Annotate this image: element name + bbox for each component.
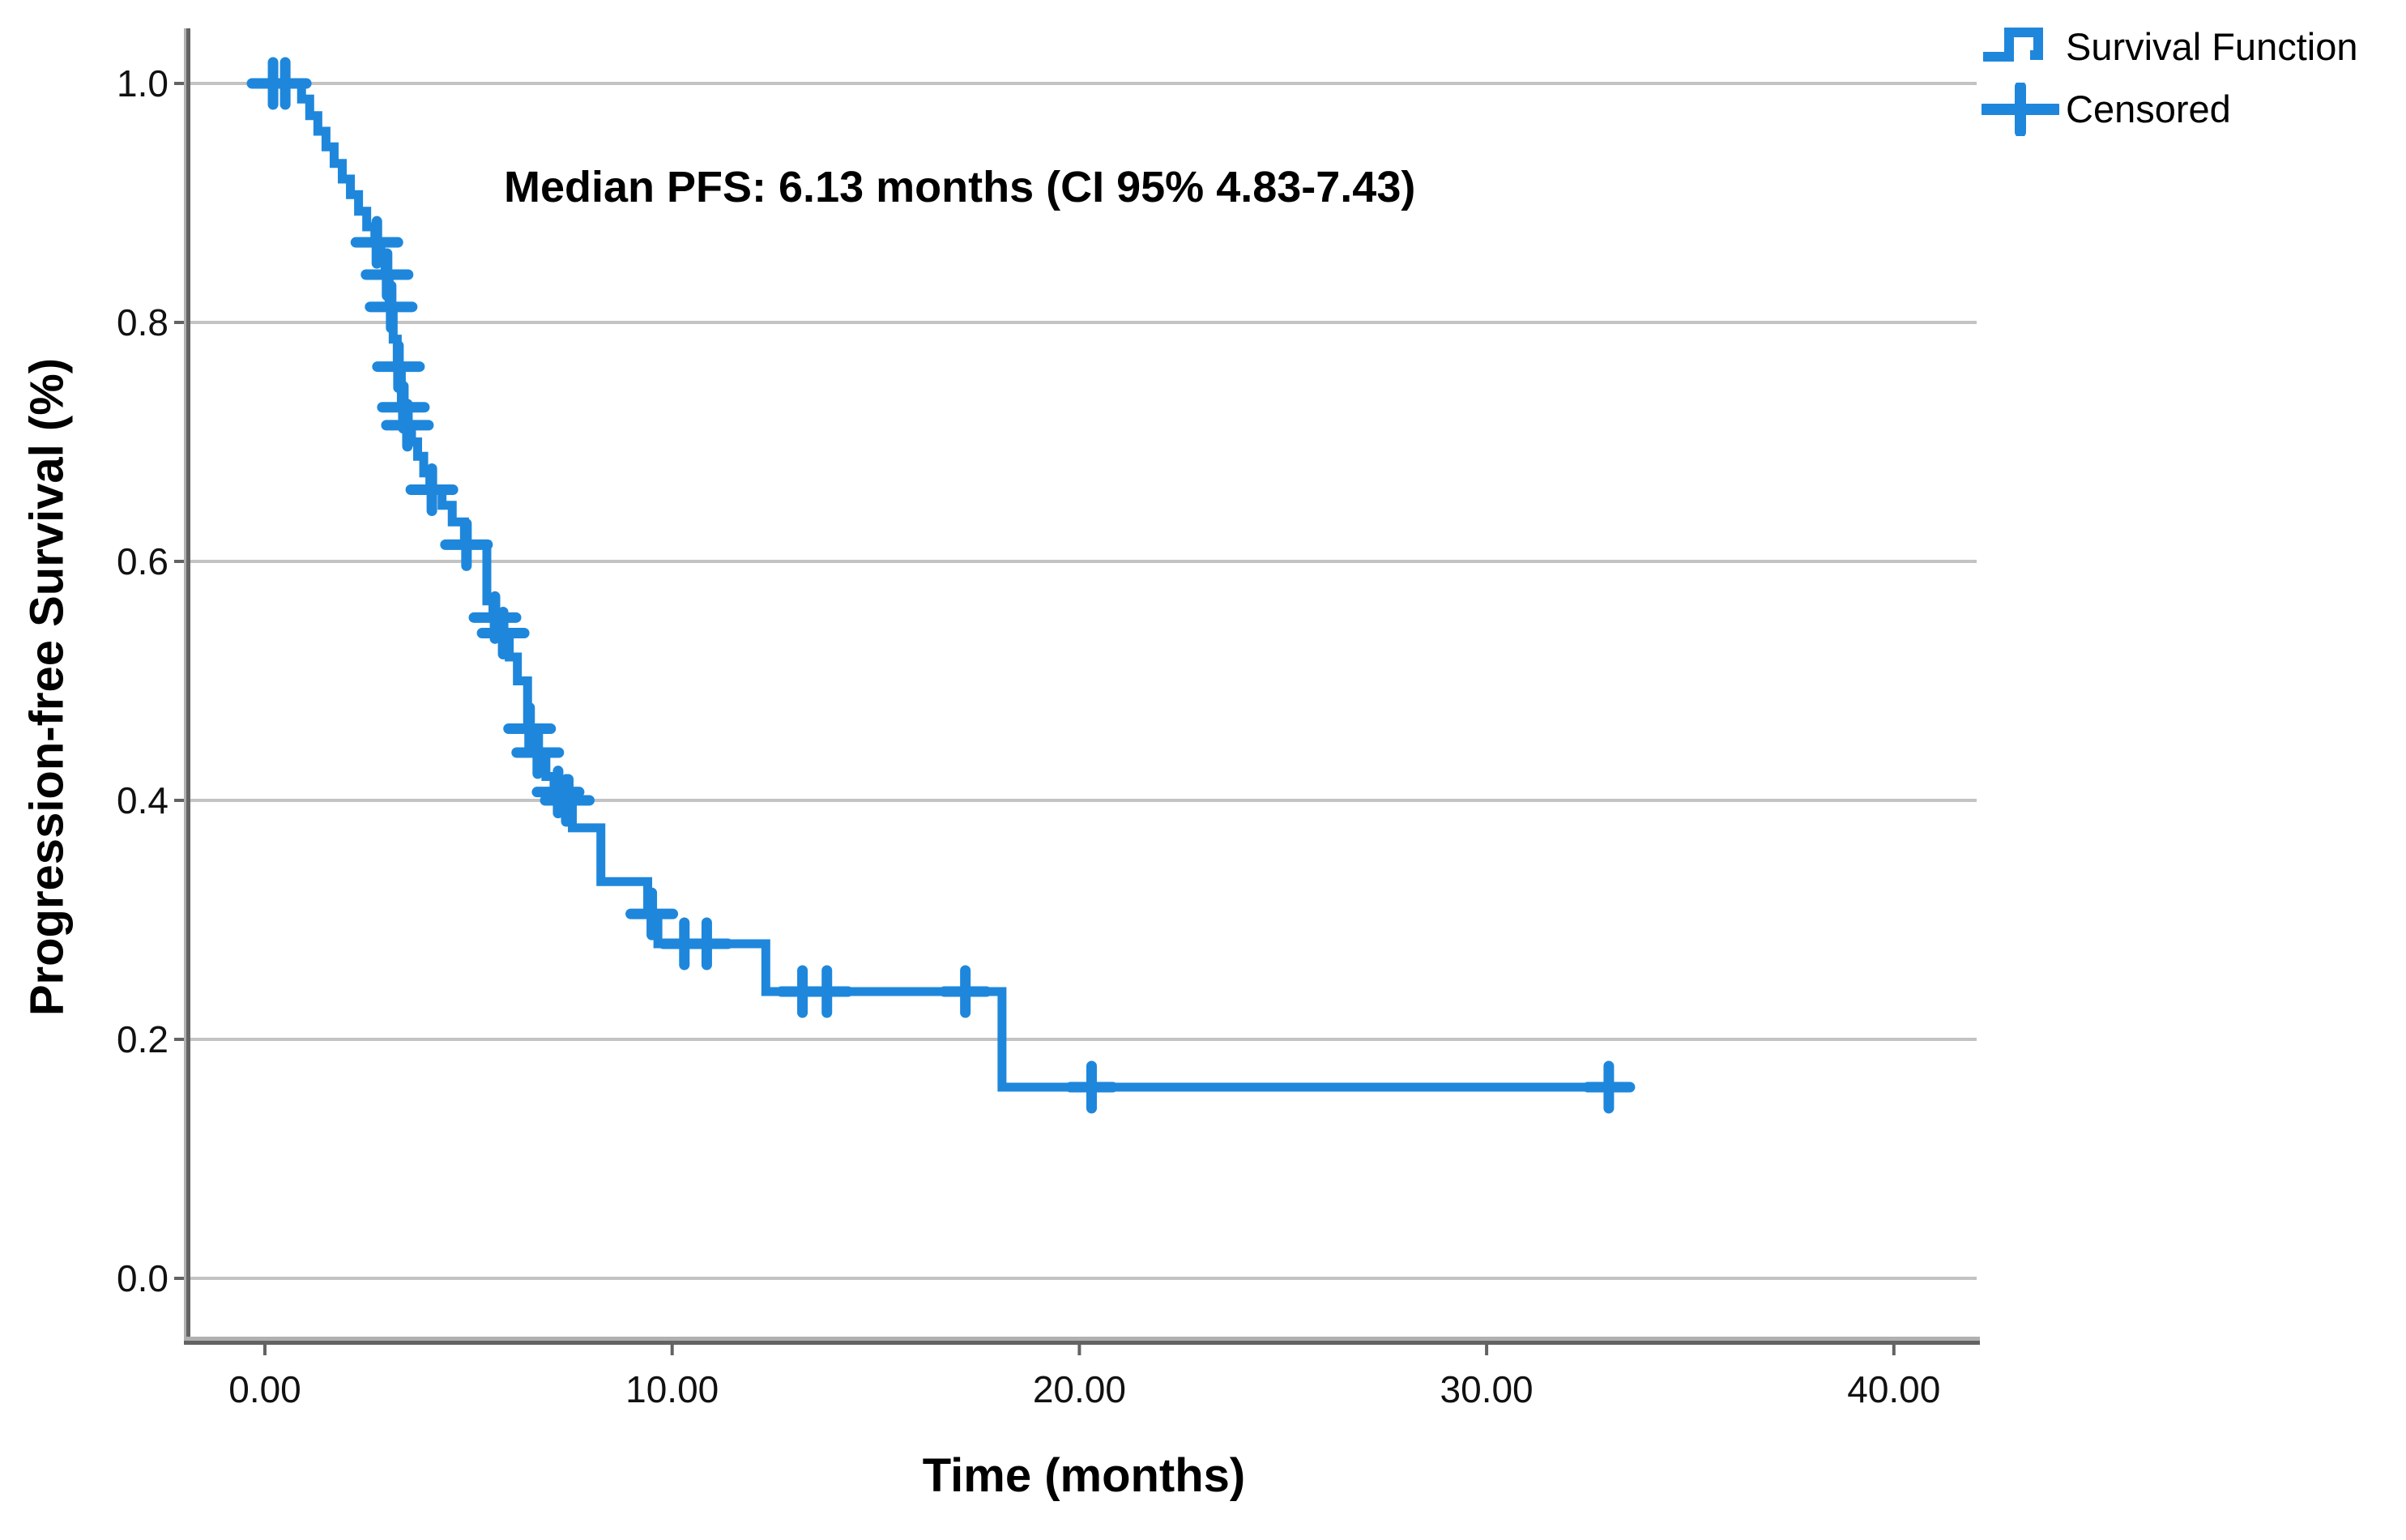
y-axis-title: Progression-free Survival (%) (20, 357, 74, 1017)
legend: Survival Function Censored (1982, 23, 2358, 136)
censor-mark (476, 607, 530, 659)
censor-mark (381, 399, 434, 452)
y-tick-label: 0.8 (117, 301, 169, 343)
legend-item-survival-function: Survival Function (1982, 23, 2358, 71)
censor-mark (503, 702, 557, 755)
y-tick-label: 0.2 (117, 1018, 169, 1060)
censor-mark (365, 280, 418, 334)
censor-mark (440, 518, 493, 571)
censor-mark (939, 965, 992, 1018)
x-tick-label: 20.00 (1032, 1368, 1126, 1410)
censor-mark (350, 215, 403, 269)
censor-mark (1582, 1060, 1636, 1114)
censor-marks-group (246, 57, 1636, 1114)
step-line-icon (1983, 28, 2043, 62)
y-tick-label: 0.0 (117, 1257, 169, 1299)
censor-mark (405, 463, 459, 516)
plus-marker-icon (1982, 83, 2059, 136)
y-tick-label: 1.0 (117, 62, 169, 105)
median-pfs-annotation: Median PFS: 6.13 months (CI 95% 4.83-7.4… (504, 163, 1416, 211)
censor-mark (258, 57, 312, 110)
legend-label-survival-function: Survival Function (2066, 25, 2358, 68)
legend-item-censored: Censored (1982, 83, 2358, 136)
x-tick-label: 0.00 (228, 1368, 301, 1410)
y-axis-line (186, 28, 190, 1345)
x-tick-label: 30.00 (1440, 1368, 1534, 1410)
x-axis-line-highlight (184, 1337, 1980, 1341)
censor-mark (800, 965, 854, 1018)
survival-curve (265, 79, 1621, 1092)
censor-mark (542, 774, 595, 827)
y-tick-label: 0.4 (117, 779, 169, 821)
y-tick-label: 0.6 (117, 540, 169, 582)
x-tick-label: 40.00 (1847, 1368, 1941, 1410)
censor-mark (625, 887, 679, 941)
censor-mark (511, 726, 565, 779)
legend-label-censored: Censored (2066, 87, 2231, 130)
y-axis-line-highlight (184, 28, 187, 1345)
x-axis-line (184, 1341, 1980, 1345)
censor-mark (1064, 1060, 1118, 1114)
censor-mark (680, 917, 733, 970)
x-axis-title: Time (months) (922, 1449, 1246, 1502)
x-tick-label: 10.00 (625, 1368, 719, 1410)
censor-mark (372, 340, 425, 394)
